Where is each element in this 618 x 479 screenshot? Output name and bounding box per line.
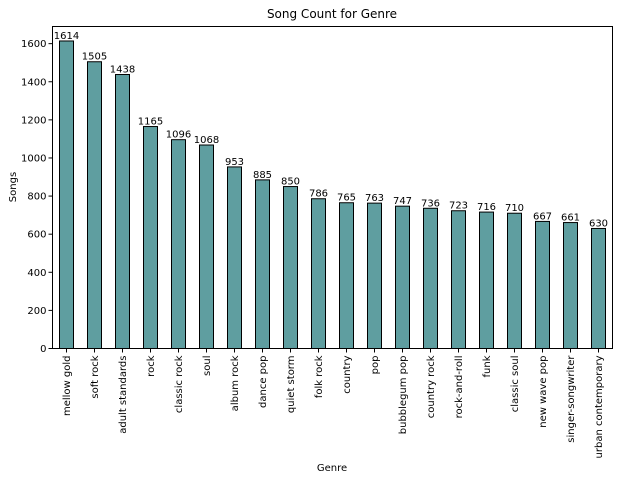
- bar: [479, 211, 494, 349]
- x-tick-label: folk rock: [314, 355, 325, 398]
- bar: [227, 166, 242, 349]
- bar: [87, 61, 102, 349]
- bar: [339, 202, 354, 349]
- data-label: 885: [253, 170, 272, 181]
- y-tick-label: 1200: [21, 115, 46, 126]
- x-tick-label: quiet storm: [286, 356, 297, 414]
- x-tick-label: rock: [146, 355, 157, 377]
- bar: [395, 205, 410, 349]
- x-tick-label: country: [342, 355, 353, 393]
- x-ticks-group: mellow gold soft rock adult standards rock c…: [62, 348, 605, 458]
- bar: [423, 207, 438, 349]
- bar: [115, 74, 130, 350]
- bar: [535, 220, 550, 349]
- bar: [591, 227, 606, 349]
- data-label: 747: [393, 196, 412, 207]
- x-tick-label: funk: [482, 355, 493, 377]
- data-label: 765: [337, 193, 356, 204]
- bar: [143, 126, 158, 349]
- bar: [367, 202, 382, 349]
- bar: [171, 139, 186, 349]
- y-tick-label: 1600: [21, 39, 46, 50]
- y-tick-label: 1400: [21, 77, 46, 88]
- x-tick-label: soul: [202, 356, 213, 376]
- data-label: 716: [477, 202, 496, 213]
- bar: [311, 198, 326, 349]
- data-label: 661: [561, 213, 580, 224]
- y-tick-label: 0: [40, 344, 46, 355]
- bar: [507, 212, 522, 349]
- chart-title: Song Count for Genre: [267, 7, 397, 21]
- y-axis-label: Songs: [8, 172, 19, 202]
- x-tick-label: classic soul: [510, 356, 521, 413]
- data-label: 1068: [194, 135, 219, 146]
- plot-frame: [52, 26, 613, 349]
- bar: [283, 186, 298, 349]
- bar: [255, 179, 270, 349]
- data-label: 1438: [110, 65, 135, 76]
- x-tick-label: mellow gold: [62, 356, 73, 417]
- x-tick-label: singer-songwriter: [566, 355, 577, 443]
- data-label: 736: [421, 198, 440, 209]
- x-axis-label: Genre: [317, 463, 347, 474]
- x-tick-label: classic rock: [174, 355, 185, 413]
- data-label: 723: [449, 201, 468, 212]
- data-label: 953: [225, 157, 244, 168]
- x-tick-label: country rock: [426, 355, 437, 418]
- data-label: 850: [281, 177, 300, 188]
- x-tick-label: new wave pop: [538, 356, 549, 428]
- y-tick-label: 600: [27, 230, 46, 241]
- x-tick-label: rock-and-roll: [454, 356, 465, 419]
- bar: [59, 40, 74, 350]
- y-tick-label: 400: [27, 268, 46, 279]
- x-tick-label: adult standards: [118, 356, 129, 434]
- bar: [199, 144, 214, 349]
- data-label: 1165: [138, 117, 163, 128]
- bar: [451, 210, 466, 349]
- y-tick-label: 1000: [21, 153, 46, 164]
- data-label: 1096: [166, 130, 191, 141]
- data-label: 763: [365, 193, 384, 204]
- x-tick-label: bubblegum pop: [398, 356, 409, 435]
- x-tick-label: soft rock: [90, 355, 101, 398]
- y-ticks-group: 0 200 400 600 800 1000 1200 1400 1600: [21, 39, 53, 355]
- y-tick-label: 200: [27, 306, 46, 317]
- x-tick-label: dance pop: [258, 356, 269, 408]
- bar: [563, 222, 578, 349]
- data-label: 630: [589, 218, 608, 229]
- x-tick-label: album rock: [230, 355, 241, 411]
- data-label: 667: [533, 211, 552, 222]
- data-label: 1505: [82, 52, 107, 63]
- x-tick-label: urban contemporary: [594, 355, 605, 458]
- data-label: 710: [505, 203, 524, 214]
- x-tick-label: pop: [370, 356, 381, 375]
- y-tick-label: 800: [27, 192, 46, 203]
- bars-group: [59, 40, 606, 350]
- data-label: 1614: [54, 31, 79, 42]
- data-label: 786: [309, 189, 328, 200]
